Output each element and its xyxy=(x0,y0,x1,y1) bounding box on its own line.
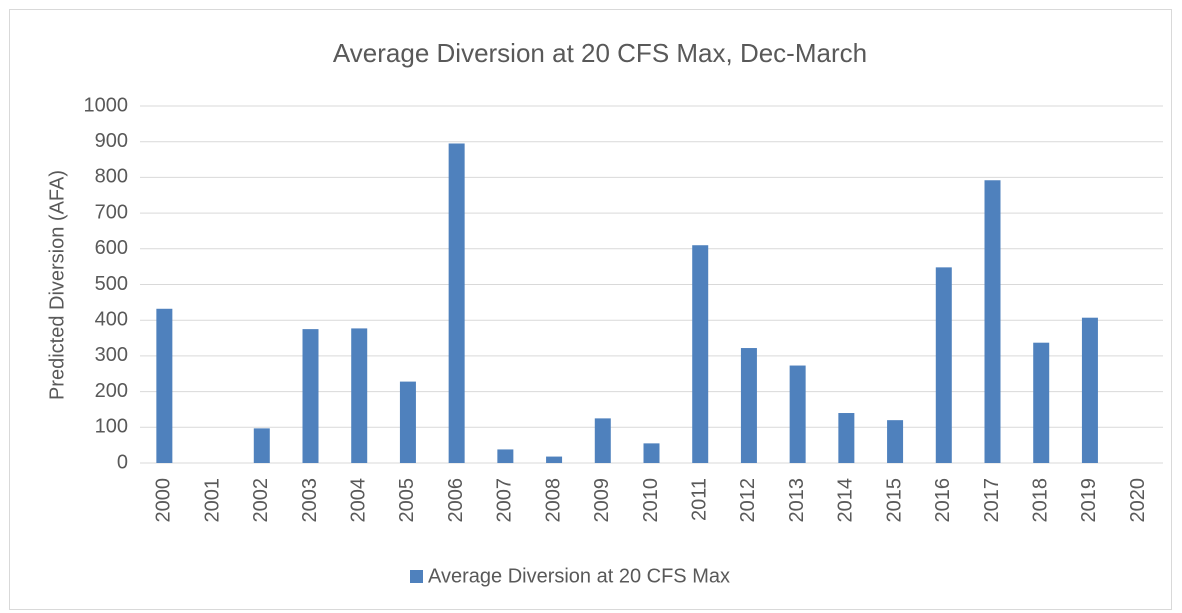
y-tick-label: 300 xyxy=(95,344,128,366)
x-tick-label: 2014 xyxy=(835,478,857,523)
y-tick-label: 200 xyxy=(95,380,128,402)
chart-border xyxy=(9,9,1172,610)
bar xyxy=(546,456,563,463)
x-tick-label: 2012 xyxy=(737,478,759,523)
bar xyxy=(984,180,1001,464)
bar xyxy=(740,348,757,463)
x-tick-label: 2020 xyxy=(1127,478,1149,523)
x-tick-label: 2013 xyxy=(786,478,808,523)
y-tick-label: 800 xyxy=(95,166,128,188)
x-tick-label: 2017 xyxy=(981,478,1003,523)
y-tick-label: 900 xyxy=(95,130,128,152)
y-axis-label: Predicted Diversion (AFA) xyxy=(46,170,68,400)
bar xyxy=(351,328,368,463)
bar xyxy=(253,428,270,463)
bar xyxy=(1033,342,1050,463)
bar xyxy=(692,245,709,463)
chart-title: Average Diversion at 20 CFS Max, Dec-Mar… xyxy=(333,38,867,68)
x-tick-label: 2001 xyxy=(201,478,223,523)
bar xyxy=(935,267,952,463)
y-tick-label: 0 xyxy=(117,451,128,473)
legend-label: Average Diversion at 20 CFS Max xyxy=(428,565,730,587)
x-tick-label: 2016 xyxy=(932,478,954,523)
bar xyxy=(156,308,173,463)
bar xyxy=(594,418,611,463)
x-tick-label: 2008 xyxy=(542,478,564,523)
y-tick-label: 1000 xyxy=(84,94,129,116)
x-tick-label: 2000 xyxy=(153,478,175,523)
bar xyxy=(399,381,416,463)
bar xyxy=(789,365,806,463)
x-tick-label: 2006 xyxy=(445,478,467,523)
x-tick-label: 2010 xyxy=(640,478,662,523)
x-tick-label: 2015 xyxy=(883,478,905,523)
bar xyxy=(838,413,855,463)
y-tick-label: 400 xyxy=(95,308,128,330)
bar xyxy=(1081,317,1098,463)
x-tick-label: 2003 xyxy=(299,478,321,523)
x-tick-label: 2019 xyxy=(1078,478,1100,523)
bar xyxy=(887,420,904,463)
y-tick-label: 100 xyxy=(95,416,128,438)
y-tick-label: 600 xyxy=(95,237,128,259)
x-tick-label: 2002 xyxy=(250,478,272,523)
x-tick-label: 2011 xyxy=(688,478,710,521)
y-tick-label: 700 xyxy=(95,201,128,223)
legend-swatch xyxy=(410,570,423,583)
bar xyxy=(643,443,660,463)
x-tick-label: 2005 xyxy=(396,478,418,523)
x-tick-label: 2018 xyxy=(1029,478,1051,523)
bar xyxy=(448,143,465,464)
bar xyxy=(302,329,319,463)
y-tick-label: 500 xyxy=(95,273,128,295)
x-tick-label: 2009 xyxy=(591,478,613,523)
bar xyxy=(497,449,514,463)
x-tick-label: 2004 xyxy=(347,478,369,523)
x-tick-label: 2007 xyxy=(494,478,516,523)
